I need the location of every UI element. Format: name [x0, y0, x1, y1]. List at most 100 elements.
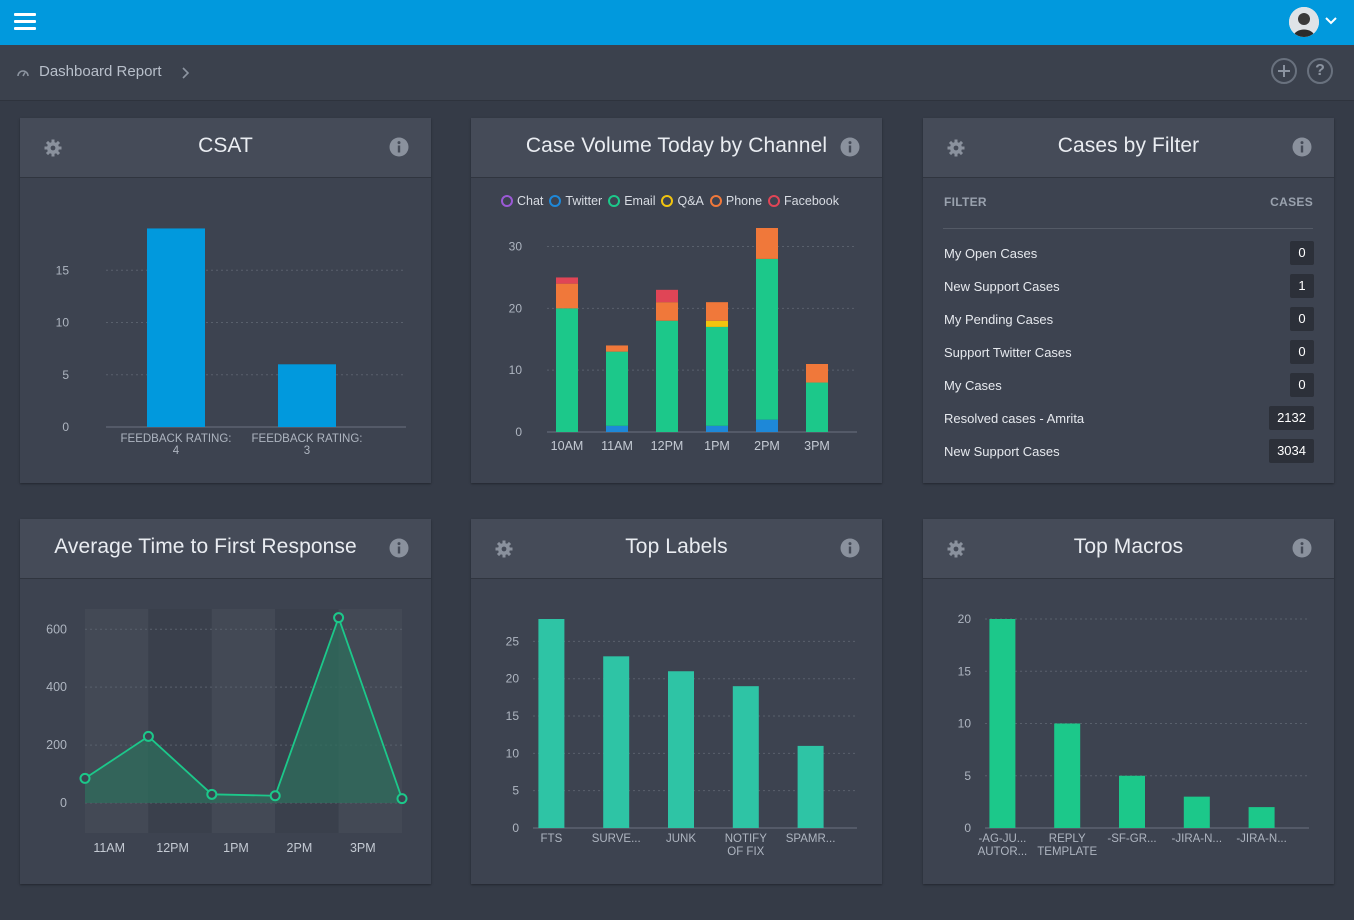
- gear-icon[interactable]: [946, 138, 966, 158]
- top-bar: [0, 0, 1354, 45]
- filter-row[interactable]: Support Twitter Cases 0: [923, 337, 1334, 370]
- filter-row[interactable]: New Support Cases 1: [923, 271, 1334, 304]
- legend-label: Twitter: [565, 194, 603, 208]
- panel-header: Case Volume Today by Channel: [471, 118, 882, 178]
- x-tick-label: -SF-GR...: [1107, 833, 1156, 845]
- case-volume-chart: 0 10 20 30 10AM 11AM 12PM 1PM 2PM 3PM: [509, 228, 857, 453]
- divider: [943, 228, 1313, 229]
- legend-label: Facebook: [784, 194, 839, 208]
- filter-row[interactable]: My Pending Cases 0: [923, 304, 1334, 337]
- legend-label: Chat: [517, 194, 544, 208]
- info-icon[interactable]: [840, 538, 860, 558]
- legend-item[interactable]: Q&A: [661, 194, 704, 208]
- y-tick-label: 15: [958, 664, 972, 678]
- x-tick-label: SURVE...: [592, 833, 641, 845]
- panel-title: Case Volume Today by Channel: [525, 134, 828, 157]
- x-tick-label: FEEDBACK RATING:: [252, 433, 363, 445]
- x-tick-label: AUTOR...: [978, 846, 1028, 858]
- help-button[interactable]: ?: [1307, 58, 1333, 84]
- x-tick-label: -JIRA-N...: [1172, 833, 1222, 845]
- x-tick-label: 2PM: [287, 841, 313, 855]
- y-tick-label: 5: [964, 769, 971, 783]
- filter-name: Support Twitter Cases: [944, 345, 1072, 360]
- bar: [1119, 775, 1145, 828]
- x-tick-label: REPLY: [1049, 833, 1086, 845]
- gear-icon[interactable]: [946, 539, 966, 559]
- stack-segment: [756, 258, 778, 420]
- legend-label: Phone: [725, 194, 763, 208]
- filter-name: My Cases: [944, 378, 1002, 393]
- y-tick-label: 5: [62, 368, 69, 382]
- filter-row[interactable]: Resolved cases - Amrita 2132: [923, 403, 1334, 436]
- chevron-right-icon: [182, 67, 190, 79]
- bar: [1054, 723, 1081, 828]
- legend-label: Q&A: [677, 194, 704, 208]
- x-tick-label: 10AM: [551, 439, 584, 453]
- y-tick-label: 5: [512, 784, 519, 798]
- legend-item[interactable]: Email: [608, 194, 655, 208]
- filter-count-badge: 2132: [1269, 406, 1314, 430]
- x-tick-label: 12PM: [651, 439, 684, 453]
- filter-row[interactable]: My Cases 0: [923, 370, 1334, 403]
- y-tick-label: 20: [958, 612, 972, 626]
- hamburger-icon[interactable]: [14, 12, 36, 32]
- plus-circle-icon: [1278, 65, 1290, 77]
- panel-title: Top Labels: [625, 535, 728, 558]
- gear-icon[interactable]: [494, 539, 514, 559]
- info-icon[interactable]: [389, 538, 409, 558]
- breadcrumb-label[interactable]: Dashboard Report: [39, 63, 162, 80]
- panel-top-labels: Top Labels 0 5 10 15 20 25 FTS SURVE... JUNK NOTI…: [471, 519, 882, 884]
- data-point: [396, 793, 408, 805]
- data-point: [333, 612, 345, 624]
- panel-title: CSAT: [198, 134, 253, 157]
- user-avatar[interactable]: [1289, 7, 1319, 37]
- y-tick-label: 0: [60, 796, 67, 810]
- add-button[interactable]: [1271, 58, 1297, 84]
- x-tick-label: 3PM: [804, 439, 830, 453]
- legend-item[interactable]: Phone: [709, 194, 763, 208]
- stack-segment: [606, 425, 628, 432]
- y-tick-label: 15: [56, 263, 70, 277]
- bar: [1183, 796, 1210, 828]
- stack-segment: [556, 277, 578, 284]
- data-point: [142, 730, 154, 742]
- y-tick-label: 600: [46, 622, 67, 636]
- y-tick-label: 0: [964, 821, 971, 835]
- stack-segment: [756, 228, 778, 259]
- panel-title: Average Time to First Response: [54, 535, 357, 558]
- x-tick-label: SPAMR...: [786, 833, 836, 845]
- info-icon[interactable]: [389, 137, 409, 157]
- filter-row[interactable]: My Open Cases 0: [923, 238, 1334, 271]
- x-tick-label: -JIRA-N...: [1236, 833, 1286, 845]
- panel-case-volume: Case Volume Today by Channel Chat Twitter…: [471, 118, 882, 483]
- y-tick-label: 20: [509, 301, 523, 315]
- filter-row[interactable]: New Support Cases 3034: [923, 436, 1334, 469]
- filter-column-header: FILTER: [944, 195, 987, 209]
- y-tick-label: 10: [958, 717, 972, 731]
- stack-segment: [656, 289, 678, 303]
- chevron-down-icon[interactable]: [1324, 14, 1338, 28]
- y-tick-label: 10: [506, 746, 520, 760]
- x-tick-label: 3PM: [350, 841, 376, 855]
- stack-segment: [806, 364, 828, 383]
- stack-segment: [556, 283, 578, 309]
- x-tick-label: OF FIX: [727, 846, 764, 858]
- info-icon[interactable]: [840, 137, 860, 157]
- info-icon[interactable]: [1292, 538, 1312, 558]
- legend-dot: [608, 195, 621, 207]
- legend-dot: [768, 195, 781, 207]
- legend-label: Email: [624, 194, 656, 208]
- y-tick-label: 10: [56, 316, 70, 330]
- filter-name: My Open Cases: [944, 246, 1038, 261]
- info-icon[interactable]: [1292, 137, 1312, 157]
- legend-item[interactable]: Facebook: [768, 194, 839, 208]
- legend-item[interactable]: Twitter: [549, 194, 602, 208]
- x-tick-label: -AG-JU...: [978, 833, 1026, 845]
- stack-segment: [606, 351, 628, 426]
- gear-icon[interactable]: [43, 138, 63, 158]
- bar: [797, 745, 824, 828]
- legend-item[interactable]: Chat: [501, 194, 543, 208]
- x-tick-label: FTS: [541, 833, 563, 845]
- data-point: [206, 788, 218, 800]
